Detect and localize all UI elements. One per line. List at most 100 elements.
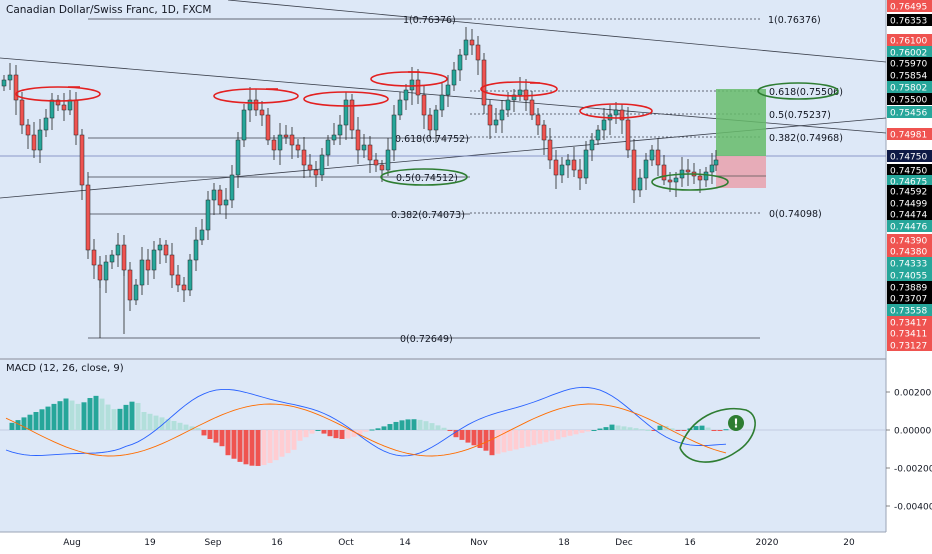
macd-hist-bar — [549, 430, 555, 441]
candle-body — [499, 109, 505, 121]
macd-histogram[interactable] — [9, 395, 729, 466]
candle-body — [337, 124, 343, 136]
price-tag — [887, 269, 932, 281]
resistance-ellipse-6[interactable] — [579, 103, 653, 119]
candle-body — [631, 149, 637, 191]
time-axis-label: 19 — [144, 538, 156, 548]
macd-hist-bar — [609, 424, 615, 430]
resistance-ellipse-2[interactable] — [213, 88, 299, 104]
price-tag-text: 0.74499 — [890, 200, 927, 210]
candlestick-series[interactable] — [1, 27, 719, 338]
fib-retracement-left[interactable] — [88, 18, 760, 339]
price-tag — [887, 197, 932, 209]
candle-body — [157, 244, 163, 251]
candle-body — [439, 94, 445, 111]
macd-hist-bar — [237, 430, 243, 462]
time-axis-label: 18 — [558, 538, 570, 548]
macd-hist-bar — [573, 430, 579, 435]
price-tag-text: 0.74981 — [890, 131, 927, 141]
candle-body — [697, 175, 703, 181]
macd-pane[interactable] — [0, 360, 886, 532]
macd-hist-bar — [117, 408, 123, 430]
candle-body — [667, 179, 673, 183]
candle-body — [175, 274, 181, 286]
resistance-annotations[interactable] — [15, 71, 653, 119]
fib-left-0382-label: 0.382(0.74073) — [391, 210, 465, 221]
price-tag-text: 0.73411 — [890, 330, 927, 340]
upper-trendline[interactable] — [227, 0, 887, 63]
long-position-stop-zone[interactable] — [716, 156, 766, 188]
macd-hist-bar — [267, 430, 273, 464]
long-position-target-zone[interactable] — [716, 89, 766, 156]
candle-body — [625, 119, 631, 151]
candle-body — [37, 129, 43, 151]
candle-body — [713, 159, 719, 166]
candle-body — [79, 134, 85, 186]
macd-hist-bar — [291, 430, 297, 450]
candle-body — [115, 244, 121, 256]
macd-hist-bar — [465, 430, 471, 443]
candle-body — [235, 139, 241, 176]
time-axis[interactable]: Aug 19 Sep 16 Oct 14 Nov 18 Dec 16 2020 20 — [63, 538, 855, 548]
macd-circle-annotation[interactable] — [679, 407, 756, 463]
macd-title[interactable]: MACD (12, 26, close, 9) — [6, 363, 124, 374]
resistance-ellipse-1[interactable] — [15, 86, 101, 102]
candle-body — [547, 139, 553, 161]
macd-hist-bar — [693, 426, 699, 430]
macd-hist-bar — [393, 421, 399, 430]
candle-body — [481, 59, 487, 106]
price-tag — [887, 150, 932, 162]
candle-body — [673, 177, 679, 183]
candle-body — [163, 244, 169, 256]
candle-body — [7, 74, 13, 81]
macd-hist-bar — [597, 428, 603, 430]
macd-hist-bar — [501, 430, 507, 453]
macd-hist-bar — [531, 430, 537, 446]
macd-hist-bar — [387, 424, 393, 430]
price-tag-text: 0.73889 — [890, 284, 927, 294]
macd-hist-bar — [123, 404, 129, 430]
candle-body — [349, 99, 355, 131]
candle-body — [553, 159, 559, 176]
price-tag — [887, 327, 932, 339]
candle-body — [475, 44, 481, 61]
macd-axis[interactable]: 0.00200 0.00000 -0.00200 -0.00400 — [886, 389, 932, 513]
macd-hist-bar — [555, 430, 561, 440]
macd-hist-bar — [651, 430, 657, 431]
macd-hist-bar — [369, 429, 375, 431]
price-tag — [887, 93, 932, 105]
candle-body — [517, 89, 523, 96]
price-tag — [887, 208, 932, 220]
price-tag-text: 0.76002 — [890, 49, 927, 59]
candle-body — [169, 254, 175, 276]
candle-body — [451, 69, 457, 86]
macd-hist-bar — [183, 424, 189, 430]
price-tag — [887, 339, 932, 351]
macd-hist-bar — [213, 430, 219, 443]
candle-body — [529, 99, 535, 116]
symbol-title[interactable]: Canadian Dollar/Swiss Franc, 1D, FXCM — [6, 4, 212, 16]
candle-body — [313, 169, 319, 176]
macd-hist-bar — [681, 430, 687, 431]
price-tag — [887, 46, 932, 58]
signal-line[interactable] — [5, 403, 727, 457]
candle-body — [205, 199, 211, 231]
macd-hist-bar — [447, 430, 453, 431]
macd-line[interactable] — [5, 386, 727, 457]
price-tag-text: 0.76495 — [890, 3, 927, 13]
resistance-ellipse-3[interactable] — [303, 91, 389, 107]
macd-hist-bar — [585, 430, 591, 432]
macd-hist-bar — [627, 427, 633, 430]
support-ellipse-recent[interactable] — [651, 173, 729, 191]
macd-hist-bar — [639, 429, 645, 431]
candle-body — [73, 99, 79, 136]
candle-body — [433, 109, 439, 131]
target-ellipse[interactable] — [757, 82, 839, 100]
support-ellipse-fib05[interactable] — [380, 168, 468, 186]
macd-hist-bar — [567, 430, 573, 436]
resistance-ellipse-5[interactable] — [480, 81, 558, 97]
macd-hist-bar — [543, 430, 549, 443]
fib-left-05-label: 0.5(0.74512) — [396, 173, 458, 184]
